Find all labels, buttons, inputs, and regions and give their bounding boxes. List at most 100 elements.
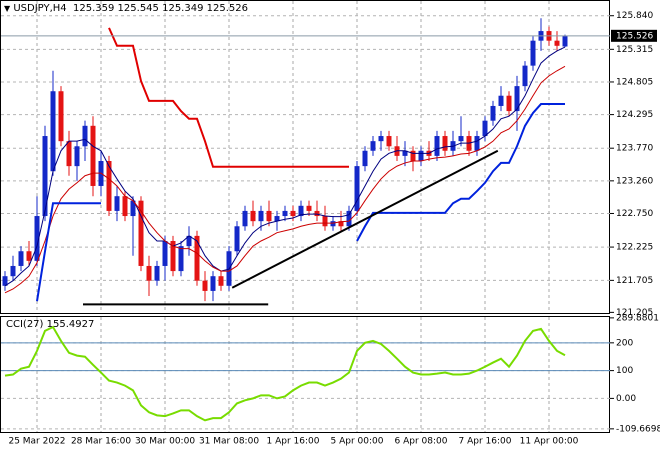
x-tick-label: 31 Mar 08:00: [199, 437, 259, 447]
candle-body: [434, 136, 440, 156]
y-tick-label: 125.840: [616, 11, 653, 21]
candle-body: [106, 161, 112, 211]
candle-body: [202, 280, 208, 291]
candle-body: [338, 221, 344, 227]
x-tick-label: 11 Apr 00:00: [520, 437, 579, 447]
x-tick-label: 5 Apr 00:00: [331, 437, 384, 447]
y-tick-label: 125.315: [616, 45, 653, 55]
candle-body: [266, 210, 272, 222]
chart-header: ▼ USDJPY,H4 125.359 125.545 125.349 125.…: [4, 3, 248, 15]
candle-body: [258, 210, 264, 222]
indicator-line: [4, 65, 566, 294]
candle-body: [250, 210, 256, 222]
price-label-box: [611, 29, 657, 42]
y-tick-label: 121.205: [616, 308, 653, 318]
indicator-line: [36, 103, 565, 302]
y-tick-label: 100: [616, 366, 633, 376]
candle-body: [554, 40, 560, 46]
candle-body: [370, 141, 376, 151]
candle-body: [290, 210, 296, 217]
candle-body: [442, 136, 448, 151]
candle-body: [482, 120, 488, 137]
y-tick-label: 200: [616, 338, 633, 348]
candle-body: [90, 125, 96, 186]
chart-title: USDJPY,H4: [13, 3, 67, 14]
candle-body: [242, 210, 248, 227]
candle-body: [346, 210, 352, 227]
candle-body: [506, 95, 512, 112]
candle-body: [402, 150, 408, 156]
y-tick-label: 121.705: [616, 276, 653, 286]
indicator-header: CCI(27) 155.4927: [6, 319, 94, 331]
y-tick-label: 123.770: [616, 144, 653, 154]
indicator-line: [4, 325, 566, 422]
candle-body: [210, 276, 216, 291]
candle-body: [354, 166, 360, 211]
candle-body: [498, 95, 504, 106]
candle-body: [130, 200, 136, 217]
candle-body: [306, 205, 312, 211]
x-tick-label: 28 Mar 16:00: [71, 437, 131, 447]
candle-body: [122, 196, 128, 217]
x-tick-label: 6 Apr 08:00: [395, 437, 448, 447]
candle-body: [58, 91, 64, 142]
candle-body: [50, 91, 56, 172]
candle-body: [490, 105, 496, 121]
candle-body: [2, 276, 8, 286]
indicator-title: CCI(27): [6, 319, 44, 330]
candle-body: [458, 136, 464, 142]
y-tick-label: 289.8801: [616, 313, 659, 323]
x-tick-label: 1 Apr 16:00: [267, 437, 320, 447]
candle-body: [234, 226, 240, 252]
main-frame: [0, 0, 610, 314]
candle-body: [282, 210, 288, 217]
candle-body: [74, 146, 80, 167]
candle-body: [154, 265, 160, 281]
candle-body: [330, 221, 336, 227]
candle-body: [170, 241, 176, 272]
x-tick-label: 7 Apr 16:00: [459, 437, 512, 447]
candle-body: [298, 205, 304, 217]
candle-body: [114, 196, 120, 211]
candle-body: [274, 216, 280, 222]
candle-body: [314, 210, 320, 217]
candle-body: [410, 150, 416, 161]
candle-body: [82, 125, 88, 147]
y-tick-label: 122.750: [616, 209, 653, 219]
indicator-value: 155.4927: [46, 319, 95, 330]
candle-body: [522, 65, 528, 87]
candle-body: [386, 136, 392, 147]
y-tick-label: 0.00: [616, 394, 636, 404]
candle-body: [26, 251, 32, 261]
candle-body: [178, 246, 184, 272]
candle-body: [146, 265, 152, 281]
candle-body: [218, 276, 224, 286]
candle-body: [378, 136, 384, 142]
indicator-line: [4, 46, 566, 287]
candle-body: [162, 241, 168, 266]
y-tick-label: -109.6698: [616, 424, 660, 434]
candle-body: [418, 150, 424, 161]
candle-body: [18, 251, 24, 266]
close-value: 125.526: [206, 3, 248, 14]
x-tick-label: 25 Mar 2022: [8, 437, 65, 447]
y-tick-label: 122.225: [616, 243, 653, 253]
candle-body: [514, 86, 520, 112]
candle-body: [562, 35, 568, 47]
y-tick-label: 124.805: [616, 77, 653, 87]
candle-body: [66, 141, 72, 167]
candle-body: [34, 216, 40, 261]
price-label: 125.526: [616, 31, 653, 41]
candle-body: [530, 40, 536, 66]
cci-frame: [0, 316, 610, 433]
candle-body: [474, 136, 480, 151]
y-tick-label: 123.260: [616, 176, 653, 186]
x-tick-label: 30 Mar 00:00: [135, 437, 195, 447]
y-tick-label: 124.295: [616, 110, 653, 120]
low-value: 125.349: [162, 3, 204, 14]
indicator-line: [108, 27, 349, 168]
high-value: 125.545: [117, 3, 159, 14]
